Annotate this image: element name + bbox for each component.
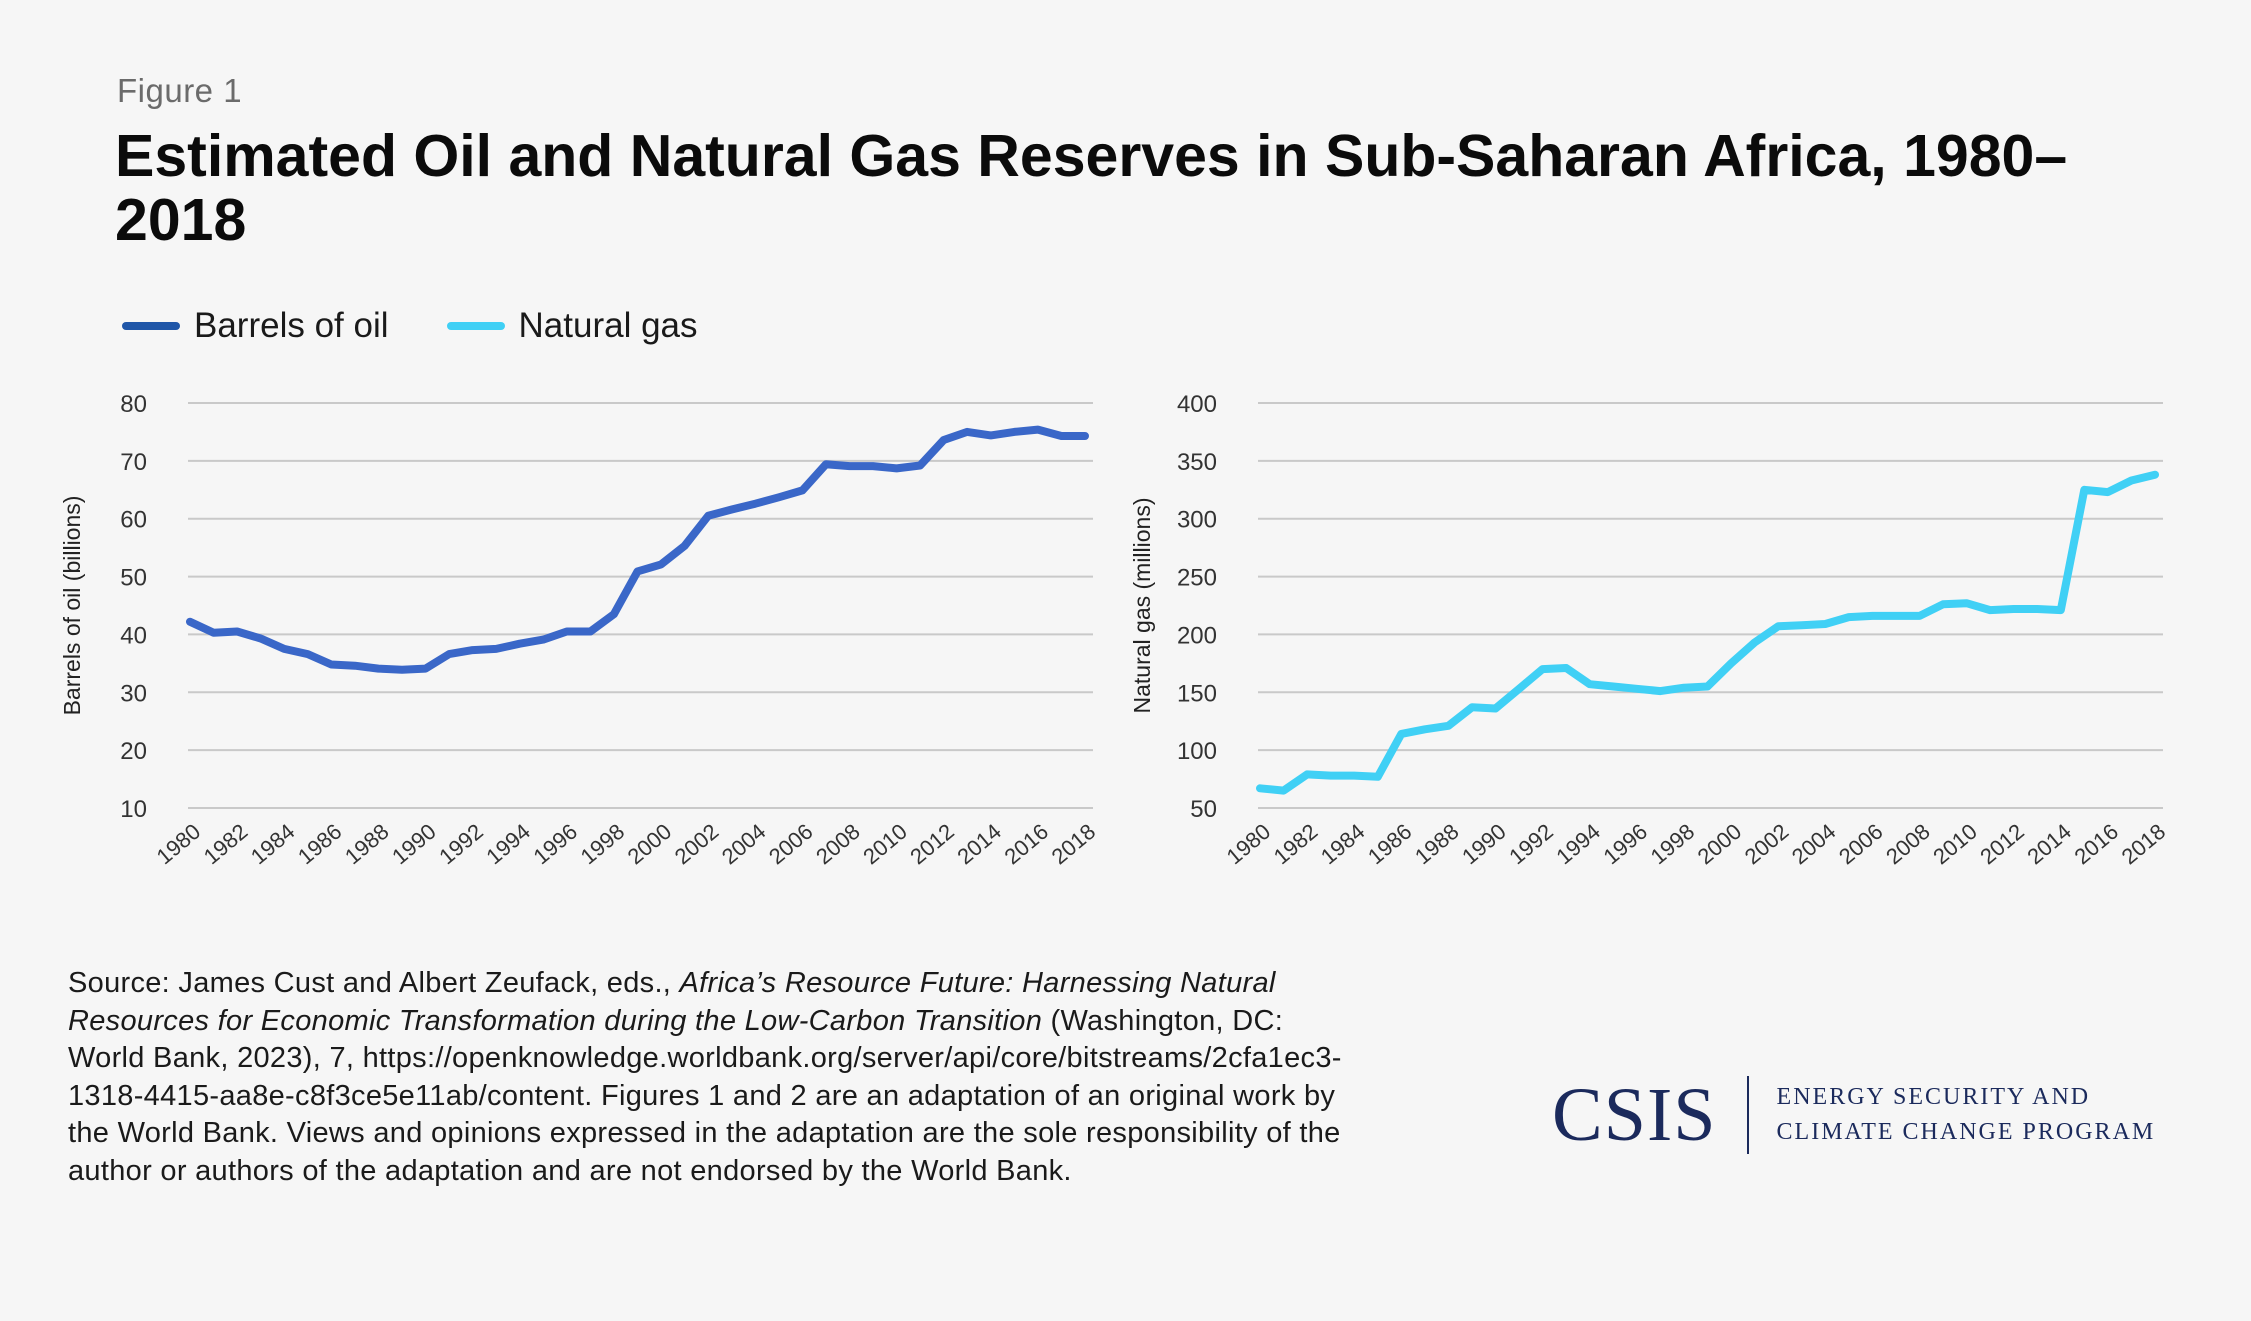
y-tick-label: 60 bbox=[120, 507, 147, 534]
brand-divider bbox=[1746, 1076, 1749, 1154]
x-tick-label: 1996 bbox=[1598, 819, 1652, 870]
x-tick-label: 1994 bbox=[1551, 819, 1605, 870]
source-title: Africa’s Resource Future: Harnessing Nat… bbox=[68, 967, 1276, 1037]
x-tick-label: 2002 bbox=[670, 819, 724, 870]
x-tick-label: 1990 bbox=[1457, 819, 1511, 870]
y-tick-label: 150 bbox=[1177, 680, 1217, 707]
x-tick-label: 2004 bbox=[717, 819, 771, 870]
chart-title: Estimated Oil and Natural Gas Reserves i… bbox=[115, 123, 2068, 253]
y-axis-label: Barrels of oil (billions) bbox=[59, 496, 85, 716]
y-tick-label: 200 bbox=[1177, 622, 1217, 649]
x-tick-label: 1990 bbox=[387, 819, 441, 870]
x-tick-label: 2014 bbox=[952, 819, 1006, 870]
x-tick-label: 1988 bbox=[1410, 819, 1464, 870]
x-tick-label: 1992 bbox=[1504, 819, 1558, 870]
y-axis: 10 20 30 40 50 60 70 80 bbox=[120, 391, 1093, 823]
x-axis: 1980198219841986198819901992199419961998… bbox=[152, 819, 1101, 870]
x-tick-label: 1984 bbox=[246, 819, 300, 870]
x-axis: 1980198219841986198819901992199419961998… bbox=[1222, 819, 2171, 870]
csis-logo: CSIS bbox=[1552, 1072, 1717, 1157]
x-tick-label: 2010 bbox=[858, 819, 912, 870]
csis-branding: CSIS ENERGY SECURITY AND CLIMATE CHANGE … bbox=[1552, 1073, 2156, 1157]
x-tick-label: 2012 bbox=[1975, 819, 2029, 870]
figure-label: Figure 1 bbox=[117, 72, 243, 109]
x-tick-label: 2008 bbox=[1881, 819, 1935, 870]
series-line-oil bbox=[186, 425, 1089, 674]
x-tick-label: 2012 bbox=[905, 819, 959, 870]
y-axis: 50 100 150 200 250 300 350 400 bbox=[1177, 391, 2163, 823]
x-tick-label: 2006 bbox=[764, 819, 818, 870]
source-note: Source: James Cust and Albert Zeufack, e… bbox=[68, 965, 1368, 1190]
x-tick-label: 1998 bbox=[1646, 819, 1700, 870]
x-tick-label: 1980 bbox=[152, 819, 206, 870]
x-tick-label: 2018 bbox=[2117, 819, 2171, 870]
y-tick-label: 10 bbox=[120, 796, 147, 823]
x-tick-label: 1996 bbox=[528, 819, 582, 870]
x-tick-label: 1980 bbox=[1222, 819, 1276, 870]
legend-item-gas: Natural gas bbox=[446, 306, 698, 346]
x-tick-label: 1992 bbox=[434, 819, 488, 870]
x-tick-label: 2006 bbox=[1834, 819, 1888, 870]
legend-item-oil: Barrels of oil bbox=[122, 306, 389, 346]
source-rest: (Washington, DC: World Bank, 2023), 7, h… bbox=[68, 1004, 1342, 1187]
y-tick-label: 100 bbox=[1177, 738, 1217, 765]
legend-label-gas: Natural gas bbox=[518, 306, 698, 345]
legend-swatch-gas bbox=[446, 322, 505, 330]
y-tick-label: 50 bbox=[1190, 796, 1217, 823]
y-axis-label: Natural gas (millions) bbox=[1129, 497, 1155, 713]
y-tick-label: 300 bbox=[1177, 507, 1217, 534]
x-tick-label: 1982 bbox=[199, 819, 253, 870]
x-tick-label: 2008 bbox=[811, 819, 865, 870]
y-tick-label: 30 bbox=[120, 680, 147, 707]
legend-swatch-oil bbox=[122, 322, 180, 330]
series-line-gas bbox=[1256, 470, 2159, 795]
x-tick-label: 1994 bbox=[481, 819, 535, 870]
legend: Barrels of oil Natural gas bbox=[122, 302, 756, 350]
x-tick-label: 2016 bbox=[2070, 819, 2124, 870]
gas-reserves-chart: 50 100 150 200 250 300 350 400 Natural gas (mill… bbox=[1129, 391, 2171, 870]
y-tick-label: 50 bbox=[120, 565, 147, 592]
x-tick-label: 2004 bbox=[1787, 819, 1841, 870]
y-tick-label: 40 bbox=[120, 622, 147, 649]
x-tick-label: 1986 bbox=[293, 819, 347, 870]
x-tick-label: 1986 bbox=[1363, 819, 1417, 870]
x-tick-label: 1998 bbox=[576, 819, 630, 870]
x-tick-label: 2002 bbox=[1740, 819, 1794, 870]
x-tick-label: 1984 bbox=[1316, 819, 1370, 870]
program-name: ENERGY SECURITY AND CLIMATE CHANGE PROGR… bbox=[1777, 1080, 2156, 1150]
x-tick-label: 2014 bbox=[2022, 819, 2076, 870]
x-tick-label: 2000 bbox=[623, 819, 677, 870]
x-tick-label: 1982 bbox=[1269, 819, 1323, 870]
y-tick-label: 70 bbox=[120, 449, 147, 476]
x-tick-label: 2010 bbox=[1928, 819, 1982, 870]
program-line-2: CLIMATE CHANGE PROGRAM bbox=[1776, 1119, 2156, 1145]
source-prefix: Source: James Cust and Albert Zeufack, e… bbox=[68, 967, 680, 999]
x-tick-label: 1988 bbox=[340, 819, 394, 870]
oil-reserves-chart: 10 20 30 40 50 60 70 80 Barrels of oil (billions… bbox=[59, 391, 1101, 870]
x-tick-label: 2016 bbox=[1000, 819, 1054, 870]
x-tick-label: 2000 bbox=[1693, 819, 1747, 870]
y-tick-label: 400 bbox=[1177, 391, 1217, 418]
x-tick-label: 2018 bbox=[1047, 819, 1101, 870]
legend-label-oil: Barrels of oil bbox=[194, 306, 389, 345]
y-tick-label: 20 bbox=[120, 738, 147, 765]
y-tick-label: 250 bbox=[1177, 565, 1217, 592]
program-line-1: ENERGY SECURITY AND bbox=[1776, 1084, 2091, 1110]
y-tick-label: 350 bbox=[1177, 449, 1217, 476]
y-tick-label: 80 bbox=[120, 391, 147, 418]
